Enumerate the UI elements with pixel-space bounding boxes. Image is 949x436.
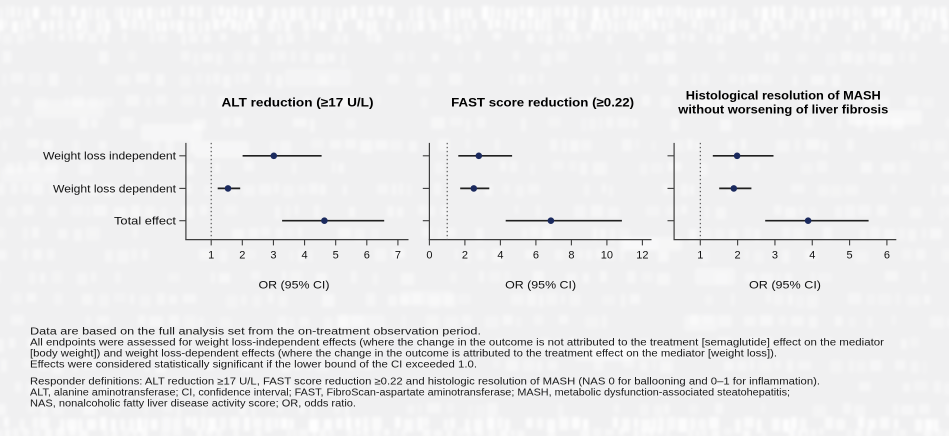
svg-text:0: 0 <box>426 250 432 262</box>
svg-text:6: 6 <box>364 250 370 262</box>
svg-text:5: 5 <box>333 250 339 262</box>
svg-text:ALT reduction (≥17 U/L): ALT reduction (≥17 U/L) <box>222 96 374 110</box>
svg-text:2: 2 <box>462 250 468 262</box>
svg-text:12: 12 <box>636 250 648 262</box>
svg-text:2: 2 <box>239 250 245 262</box>
svg-text:6: 6 <box>533 250 539 262</box>
svg-text:OR (95% CI): OR (95% CI) <box>505 279 576 291</box>
svg-text:FAST score reduction (≥0.22): FAST score reduction (≥0.22) <box>451 96 634 110</box>
svg-text:Weight loss dependent: Weight loss dependent <box>53 183 176 195</box>
svg-text:[body weight]) and weight loss: [body weight]) and weight loss-dependent… <box>30 349 777 360</box>
svg-text:OR (95% CI): OR (95% CI) <box>749 279 821 291</box>
svg-text:Responder definitions: ALT red: Responder definitions: ALT reduction ≥17… <box>30 377 820 388</box>
svg-text:4: 4 <box>301 250 307 262</box>
svg-text:Weight loss independent: Weight loss independent <box>43 151 176 163</box>
svg-text:All endpoints were assessed fo: All endpoints were assessed for weight l… <box>30 338 885 349</box>
svg-text:OR (95% CI): OR (95% CI) <box>259 279 330 291</box>
svg-text:1: 1 <box>697 250 703 262</box>
svg-text:8: 8 <box>568 250 574 262</box>
svg-text:7: 7 <box>395 250 401 262</box>
svg-text:3: 3 <box>772 250 778 262</box>
svg-text:ALT, alanine aminotransferase;: ALT, alanine aminotransferase; CI, confi… <box>30 388 790 399</box>
svg-text:Effects were considered statis: Effects were considered statistically si… <box>30 360 477 371</box>
svg-text:without worsening of liver fib: without worsening of liver fibrosis <box>677 102 888 116</box>
svg-text:4: 4 <box>809 250 815 262</box>
svg-text:NAS, nonalcoholic fatty liver: NAS, nonalcoholic fatty liver disease ac… <box>30 399 356 410</box>
svg-text:Data are based on the full ana: Data are based on the full analysis set … <box>30 327 481 338</box>
svg-text:3: 3 <box>270 250 276 262</box>
svg-text:1: 1 <box>208 250 214 262</box>
svg-text:2: 2 <box>735 250 741 262</box>
svg-text:10: 10 <box>601 250 613 262</box>
svg-text:Total effect: Total effect <box>114 216 176 228</box>
svg-text:Histological resolution of MAS: Histological resolution of MASH <box>686 89 881 103</box>
svg-text:6: 6 <box>884 250 890 262</box>
svg-text:5: 5 <box>847 250 853 262</box>
svg-text:4: 4 <box>497 250 503 262</box>
